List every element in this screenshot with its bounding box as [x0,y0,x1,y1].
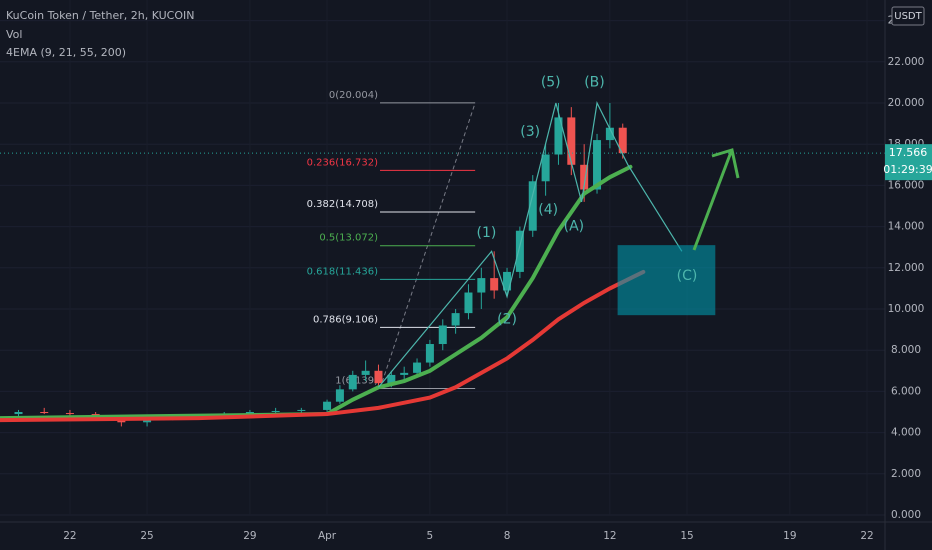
ema-line [0,269,646,423]
y-tick-label: 6.000 [891,385,921,397]
x-tick-label: 25 [140,530,153,542]
x-tick-label: 22 [63,530,76,542]
y-tick-label: 12.000 [888,262,925,274]
candle-body [554,117,563,155]
candle-body [65,413,74,415]
x-tick-label: 5 [427,530,434,542]
arrow-head [711,148,740,179]
price-tag [885,144,932,181]
x-tick-label: 8 [504,530,511,542]
candle-body [464,292,473,314]
candle-body [387,374,396,384]
candle-body [413,362,422,373]
candle-body [271,410,280,412]
x-tick-label: 12 [603,530,616,542]
candle-body [374,370,383,384]
countdown: 01:29:39 [883,163,932,176]
candle-body [541,154,550,182]
candle-body [40,412,49,414]
candle-body [323,401,332,410]
wave-label: (B) [584,74,605,90]
candle-body [528,181,537,231]
x-tick-label: 29 [243,530,256,542]
y-tick-label: 20.000 [888,97,925,109]
x-tick-label: 22 [860,530,873,542]
y-tick-label: 22.000 [888,56,925,68]
wave-label: (5) [541,74,561,90]
x-tick-label: 15 [680,530,693,542]
y-tick-label: 10.000 [888,303,925,315]
wave-label: (4) [538,202,558,218]
candle-body [618,127,627,154]
currency: USDT [894,11,922,22]
candle-body [515,230,524,272]
wave-label: (1) [477,225,497,241]
candle-body [567,117,576,165]
candle-body [477,278,486,293]
fib-label: 0(20.004) [329,90,378,101]
ema-line [0,164,633,421]
wave-label: (C) [677,268,698,284]
candle-body [580,164,589,190]
y-tick-label: 14.000 [888,221,925,233]
candle-body [425,344,434,363]
arrow [692,151,733,251]
target-box [617,245,716,316]
fib-label: 0.786(9.106) [313,314,378,325]
wave-label: (3) [520,124,540,140]
candle-body [14,412,23,415]
y-tick-label: 16.000 [888,179,925,191]
fib-label: 0.382(14.708) [307,199,379,210]
candle-body [297,409,306,411]
candle-body [490,278,499,291]
candle-body [335,389,344,402]
price-tag-label: 17.566 [889,146,928,159]
indicator: 4EMA (9, 21, 55, 200) [6,46,126,59]
candle-body [503,271,512,291]
y-tick-label: 4.000 [891,427,921,439]
fib-label: 0.5(13.072) [319,233,378,244]
y-tick-label: 0.000 [891,509,921,521]
y-tick-label: 2.000 [891,468,921,480]
currency-tag [891,6,925,26]
candle-body [593,140,602,190]
wave-label: (2) [497,311,517,327]
fib-label: 0.618(11.436) [307,266,379,277]
chart-title: KuCoin Token / Tether, 2h, KUCOIN [6,9,195,22]
x-tick-label: Apr [318,530,337,542]
fib-label: 0.236(16.732) [307,157,379,168]
indicator: Vol [6,28,22,41]
y-tick-label: 8.000 [891,344,921,356]
wave-path [378,101,683,388]
x-tick-label: 19 [783,530,796,542]
candle-body [438,325,447,345]
candle-body [451,313,460,326]
candle-body [400,372,409,375]
candle-body [361,370,370,375]
candle-body [605,127,614,141]
candle-body [348,374,357,390]
wave-label: (A) [564,219,585,235]
